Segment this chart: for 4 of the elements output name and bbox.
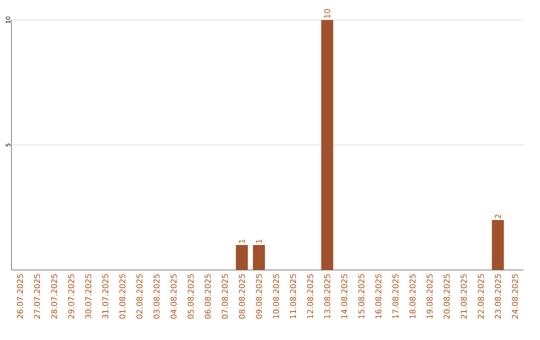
bar xyxy=(236,245,248,270)
bar xyxy=(492,220,504,270)
bar xyxy=(252,245,265,270)
bar xyxy=(321,20,334,270)
